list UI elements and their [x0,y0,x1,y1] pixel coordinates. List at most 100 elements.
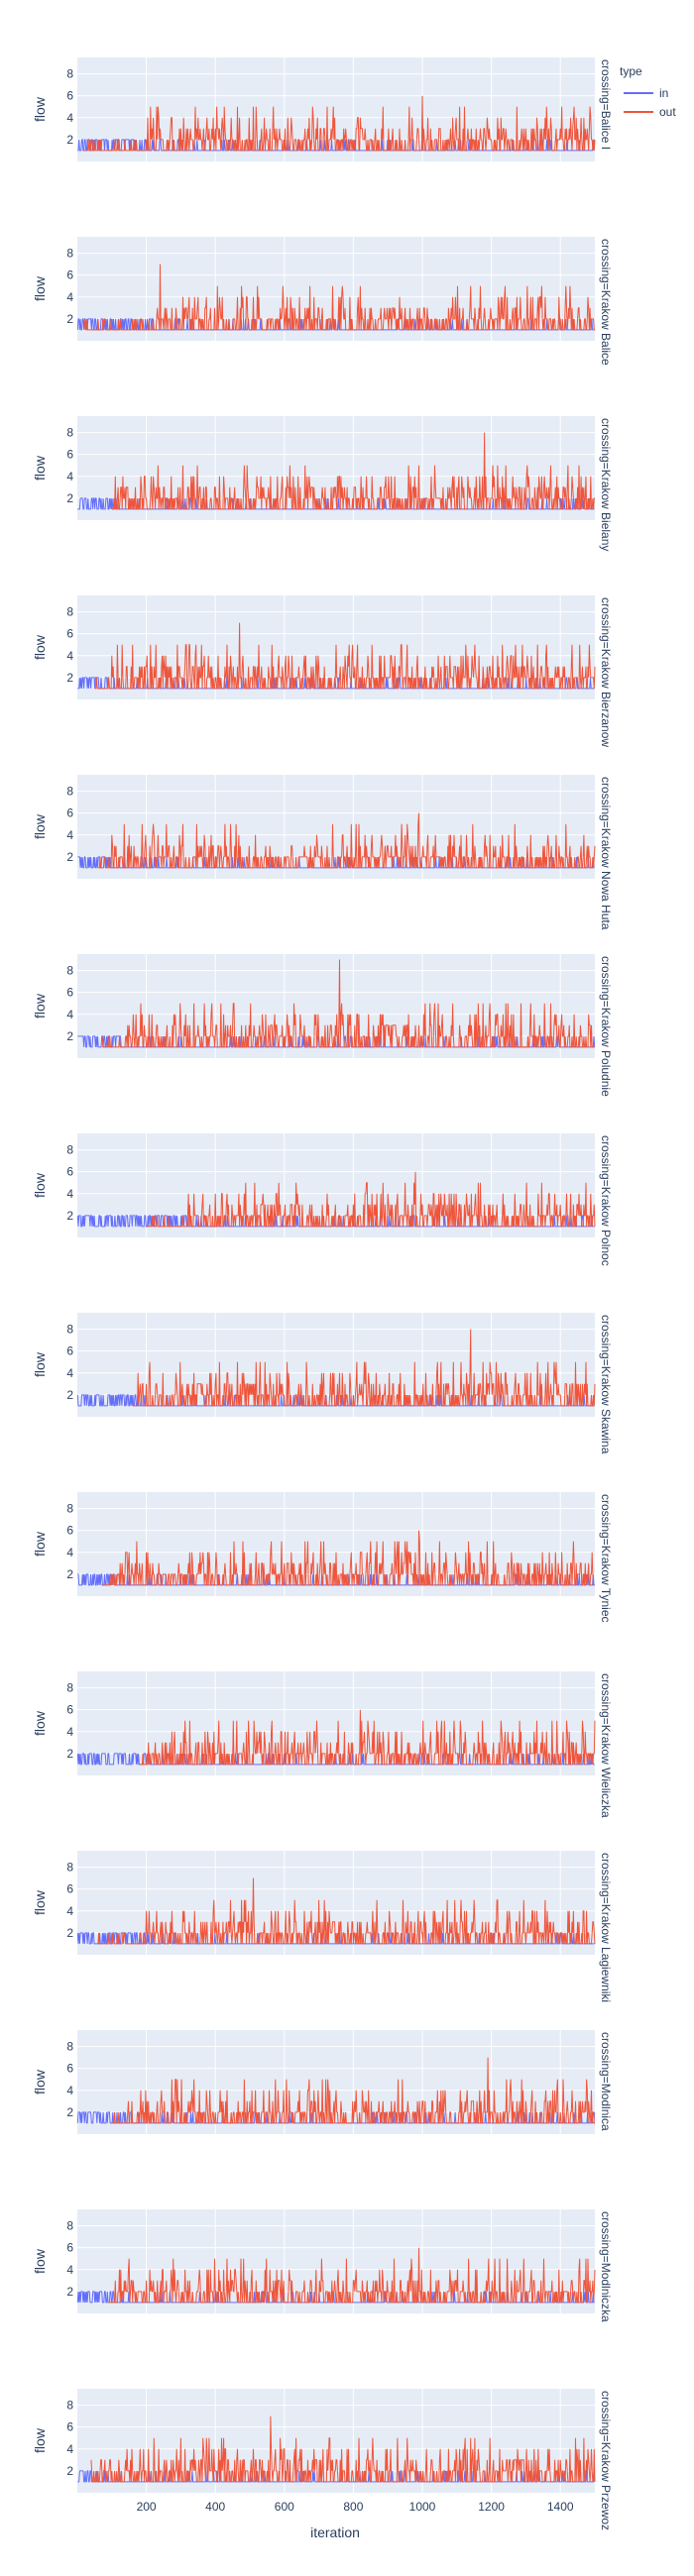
y-tick-label: 2 [66,1029,73,1043]
y-tick-label: 4 [66,1366,73,1380]
series-line-out [101,1530,595,1586]
y-tick-label: 4 [66,1187,73,1201]
y-axis-title: flow [32,2248,48,2274]
y-axis-title: flow [32,2427,48,2453]
y-tick-label: 6 [66,89,73,103]
y-tick-label: 8 [66,2399,73,2413]
y-tick-label: 8 [66,247,73,261]
y-tick-label: 8 [66,2040,73,2054]
y-axis-title: flow [32,275,48,301]
y-tick-label: 4 [66,1904,73,1918]
series-line-out [111,2057,595,2124]
y-axis-title: flow [32,1351,48,1377]
y-tick-label: 2 [66,1209,73,1223]
facet-panel: 2 4 6 8 flow crossing=Balice I [32,57,613,161]
x-tick-label: 1000 [409,2500,436,2514]
y-tick-label: 6 [66,2241,73,2255]
facet-label: crossing=Krakow Przewoz [599,2391,613,2530]
series-line-out [146,1171,596,1228]
facet-panel: 2 4 6 8 flow crossing=Krakow Poludnie [32,954,613,1097]
y-tick-label: 8 [66,67,73,81]
facet-panel: 2 4 6 8 flow crossing=Krakow Tyniec [32,1492,613,1623]
series-line-out [83,264,595,331]
y-axis-title: flow [32,96,48,122]
y-tick-label: 2 [66,2285,73,2299]
y-tick-label: 8 [66,1861,73,1875]
x-tick-label: 800 [343,2500,363,2514]
y-tick-label: 6 [66,268,73,282]
series-line-out [111,432,595,510]
y-tick-label: 2 [66,2105,73,2119]
facet-panel: 2 4 6 8 flow crossing=Krakow Skawina [32,1313,613,1454]
facet-label: crossing=Krakow Wieliczka [599,1673,613,1818]
y-axis-title: flow [32,455,48,481]
y-tick-label: 6 [66,448,73,462]
y-tick-label: 6 [66,806,73,820]
legend-label-out: out [659,105,676,119]
y-tick-label: 8 [66,2219,73,2233]
y-axis-title: flow [32,634,48,660]
y-tick-label: 2 [66,1567,73,1581]
facet-panel: 2 4 6 8 flow crossing=Krakow Przewoz 200 400 600… [32,2389,613,2530]
series-line-in [77,1573,595,1586]
series-line-out [97,1878,596,1945]
facet-panel: 2 4 6 8 flow crossing=Krakow Balice [32,237,613,366]
series-line-out [84,95,596,152]
facet-panel: 2 4 6 8 flow crossing=Modlniczka [32,2209,613,2322]
y-tick-label: 4 [66,470,73,483]
series-line-out [90,2415,596,2483]
y-tick-label: 8 [66,605,73,619]
facet-label: crossing=Krakow Bierzanow [599,597,613,747]
facet-label: crossing=Krakow Balice [599,239,613,366]
y-tick-label: 4 [66,1008,73,1021]
facet-panel: 2 4 6 8 flow crossing=Krakow Polnoc [32,1133,613,1266]
facet-label: crossing=Modlniczka [599,2211,613,2322]
facet-label: crossing=Krakow Tyniec [599,1494,613,1623]
y-tick-label: 2 [66,491,73,505]
facet-label: crossing=Krakow Polnoc [599,1135,613,1266]
legend: type in out [620,64,676,119]
y-tick-label: 4 [66,2442,73,2456]
facet-panel: 2 4 6 8 flow crossing=Krakow Lagiewniki [32,1851,613,2002]
y-tick-label: 8 [66,1323,73,1337]
y-tick-label: 2 [66,671,73,685]
y-axis-title: flow [32,2069,48,2094]
facet-label: crossing=Krakow Skawina [599,1315,613,1454]
series-line-in [77,677,595,690]
y-tick-label: 2 [66,133,73,147]
y-tick-label: 2 [66,1926,73,1940]
facet-label: crossing=Krakow Lagiewniki [599,1853,613,2002]
y-tick-label: 8 [66,1143,73,1157]
y-axis-title: flow [32,993,48,1019]
legend-title: type [620,64,642,78]
y-tick-label: 4 [66,290,73,304]
y-tick-label: 6 [66,1882,73,1896]
y-tick-label: 4 [66,828,73,842]
facet-panel: 2 4 6 8 flow crossing=Modlnica [32,2030,613,2134]
series-line-out [139,1709,596,1766]
y-tick-label: 2 [66,850,73,864]
y-tick-label: 4 [66,2263,73,2277]
series-line-out [97,812,596,869]
y-tick-label: 6 [66,627,73,641]
facet-label: crossing=Balice I [599,59,613,150]
series-line-out [101,959,595,1048]
y-tick-label: 6 [66,1344,73,1358]
y-axis-title: flow [32,1710,48,1736]
y-tick-label: 2 [66,1388,73,1402]
y-tick-label: 8 [66,426,73,440]
x-tick-label: 200 [137,2500,157,2514]
facet-label: crossing=Krakow Bielany [599,418,613,551]
y-tick-label: 6 [66,986,73,1000]
facet-panels: 2 4 6 8 flow crossing=Balice I 2 4 6 8 flow crossin… [32,57,613,2530]
x-tick-label: 400 [205,2500,225,2514]
legend-label-in: in [659,86,668,100]
y-tick-label: 4 [66,1546,73,1559]
facet-panel: 2 4 6 8 flow crossing=Krakow Nowa Huta [32,775,613,930]
y-axis-title: flow [32,813,48,839]
y-tick-label: 4 [66,2084,73,2097]
y-tick-label: 6 [66,1703,73,1717]
y-tick-label: 4 [66,1725,73,1739]
y-tick-label: 8 [66,785,73,799]
